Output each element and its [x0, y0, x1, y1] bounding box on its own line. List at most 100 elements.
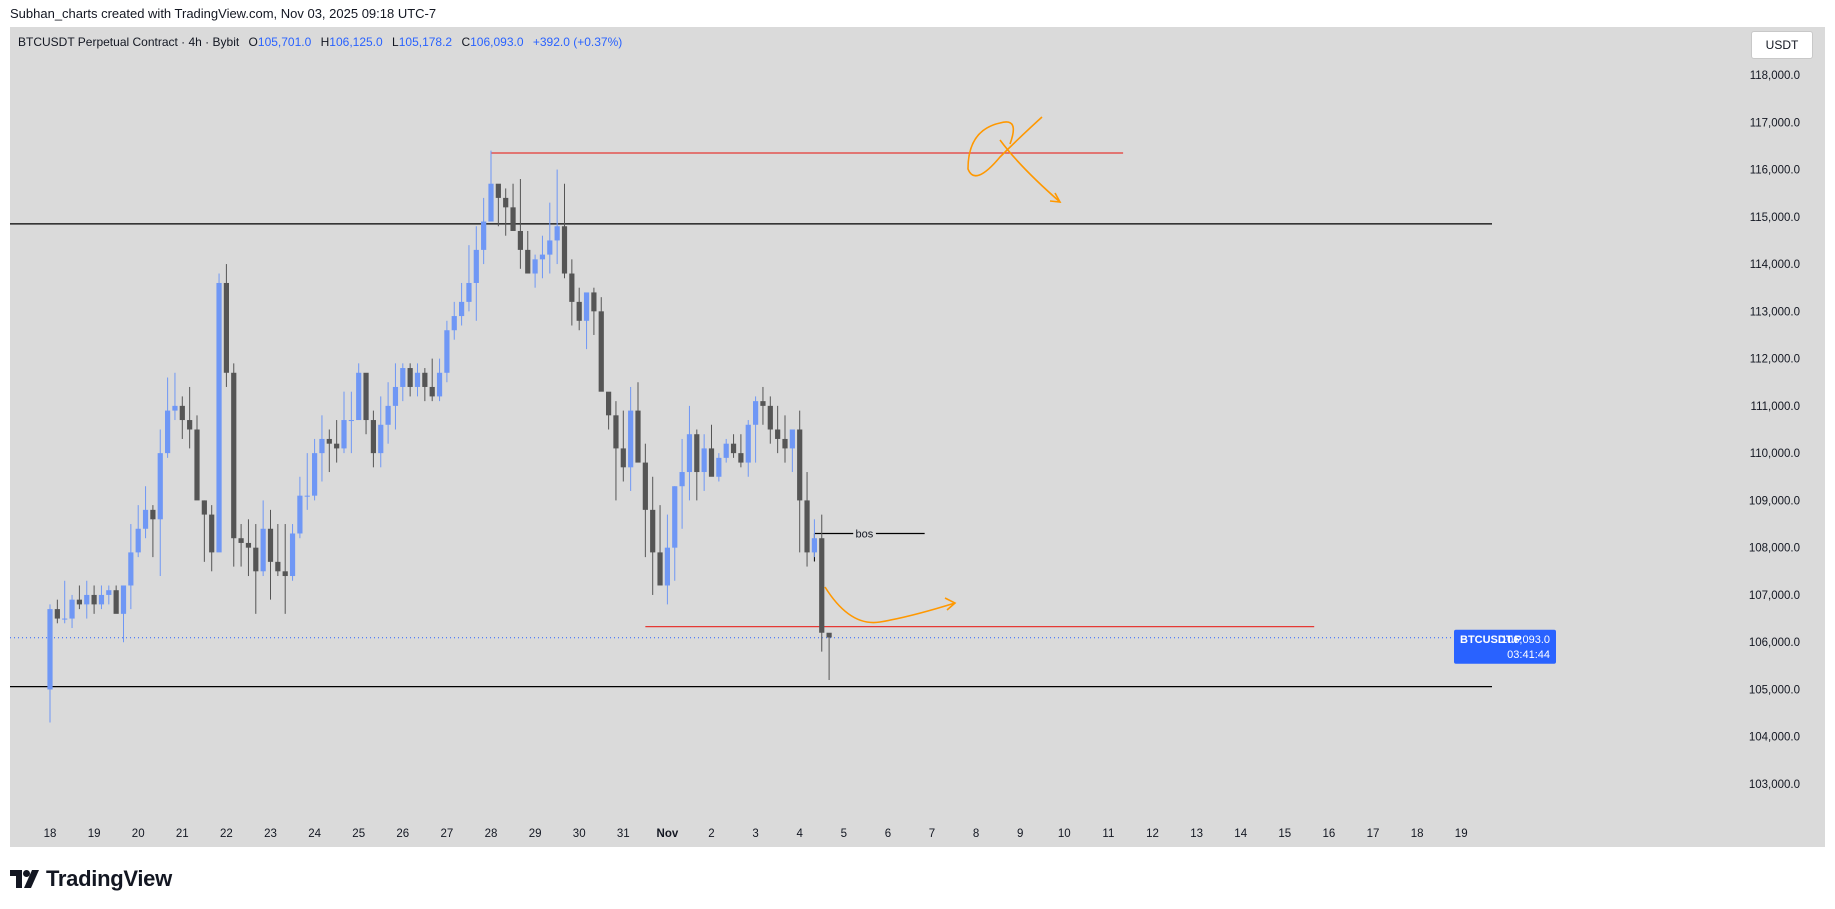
- candle-up: [444, 330, 450, 373]
- x-tick-label: 17: [1367, 828, 1380, 840]
- candle-down: [804, 500, 810, 553]
- candle-up: [459, 301, 465, 317]
- candle-up: [532, 259, 538, 274]
- candle-up: [811, 538, 817, 553]
- x-tick-label: 21: [176, 828, 189, 840]
- y-tick-label: 106,000.0: [1749, 637, 1800, 649]
- candle-up: [583, 292, 590, 321]
- candle-down: [407, 368, 413, 387]
- x-tick-label: 24: [308, 828, 321, 840]
- candle-down: [267, 528, 274, 562]
- chart-frame[interactable]: bos 118,000.0 117,000.0 116,000.0 115,000.0…: [10, 27, 1825, 847]
- currency-unit-button[interactable]: USDT: [1751, 31, 1813, 59]
- candle-down: [503, 197, 509, 208]
- brand-name: TradingView: [46, 866, 172, 891]
- current-price-tag[interactable]: [1454, 629, 1556, 664]
- x-tick-label: 22: [220, 828, 233, 840]
- x-tick-label: 5: [841, 828, 847, 840]
- candle-down: [569, 273, 575, 302]
- candle-up: [304, 495, 310, 497]
- candlestick-chart[interactable]: bos 118,000.0 117,000.0 116,000.0 115,000.0…: [10, 27, 1825, 847]
- candle-down: [179, 405, 185, 421]
- tradingview-logo[interactable]: TradingView: [10, 866, 172, 892]
- x-tick-label: 19: [88, 828, 101, 840]
- candle-down: [730, 443, 737, 454]
- x-tick-label: 6: [885, 828, 891, 840]
- candle-up: [348, 420, 354, 422]
- candle-down: [775, 429, 781, 439]
- x-tick-label: 7: [929, 828, 935, 840]
- candle-up: [312, 453, 318, 496]
- legend-high-value: 106,125.0: [329, 35, 383, 49]
- candle-up: [701, 448, 707, 473]
- x-tick-label: 15: [1278, 828, 1291, 840]
- candle-up: [128, 552, 134, 586]
- candle-up: [414, 372, 421, 387]
- candle-down: [187, 420, 193, 430]
- x-tick-label: 18: [44, 828, 57, 840]
- legend-close-value: 106,093.0: [470, 35, 524, 49]
- candle-up: [436, 372, 443, 397]
- candle-up: [135, 528, 141, 553]
- y-tick-label: 116,000.0: [1750, 165, 1800, 177]
- price-tag-countdown: 03:41:44: [1507, 649, 1550, 661]
- y-tick-label: 105,000.0: [1749, 684, 1800, 696]
- candle-down: [767, 405, 773, 430]
- candle-down: [525, 249, 531, 274]
- x-tick-label: 10: [1058, 828, 1071, 840]
- candle-down: [91, 594, 97, 605]
- candle-up: [745, 424, 751, 463]
- candle-down: [510, 207, 516, 231]
- candle-down: [223, 282, 229, 373]
- candle-up: [488, 183, 494, 222]
- bos-label: bos: [856, 528, 874, 540]
- candle-down: [245, 542, 252, 548]
- candle-down: [54, 609, 60, 619]
- candle-up: [723, 443, 729, 458]
- candle-up: [341, 420, 347, 449]
- legend-open-value: 105,701.0: [257, 35, 312, 49]
- chart-legend: BTCUSDT Perpetual Contract · 4h · Bybit …: [18, 35, 622, 49]
- candle-up: [481, 221, 487, 250]
- candle-down: [797, 429, 803, 501]
- x-tick-label: 27: [441, 828, 454, 840]
- candle-down: [334, 443, 340, 449]
- candle-up: [319, 438, 325, 454]
- price-tag-price: 106,093.0: [1501, 634, 1550, 646]
- x-tick-label: 30: [573, 828, 586, 840]
- candle-down: [642, 462, 648, 510]
- candle-up: [157, 453, 163, 520]
- candle-up: [260, 528, 266, 572]
- candle-down: [826, 632, 832, 638]
- candle-down: [606, 391, 612, 416]
- candle-up: [547, 240, 553, 255]
- legend-close-label: C: [461, 35, 471, 49]
- x-tick-label: 28: [485, 828, 498, 840]
- y-tick-label: 109,000.0: [1749, 495, 1800, 507]
- candle-down: [326, 438, 332, 444]
- candle-down: [782, 438, 788, 449]
- candle-up: [165, 410, 171, 454]
- x-tick-label: 19: [1455, 828, 1468, 840]
- candle-up: [69, 599, 75, 619]
- candle-up: [106, 590, 112, 595]
- x-tick-label: 20: [132, 828, 145, 840]
- candle-down: [576, 301, 582, 321]
- y-tick-label: 117,000.0: [1750, 117, 1800, 129]
- time-axis-background: [10, 817, 1825, 847]
- y-tick-label: 110,000.0: [1750, 448, 1800, 460]
- y-tick-label: 103,000.0: [1749, 779, 1800, 791]
- candle-down: [209, 514, 215, 553]
- candle-up: [753, 401, 759, 425]
- x-tick-label: 16: [1323, 828, 1336, 840]
- x-tick-label: 14: [1234, 828, 1247, 840]
- candle-down: [113, 590, 119, 614]
- candle-down: [253, 547, 259, 572]
- candle-up: [686, 434, 693, 473]
- candle-up: [679, 472, 685, 487]
- candle-down: [422, 372, 428, 387]
- candle-up: [539, 254, 546, 260]
- candle-down: [238, 538, 244, 543]
- y-tick-label: 114,000.0: [1750, 259, 1800, 271]
- candle-down: [694, 434, 700, 473]
